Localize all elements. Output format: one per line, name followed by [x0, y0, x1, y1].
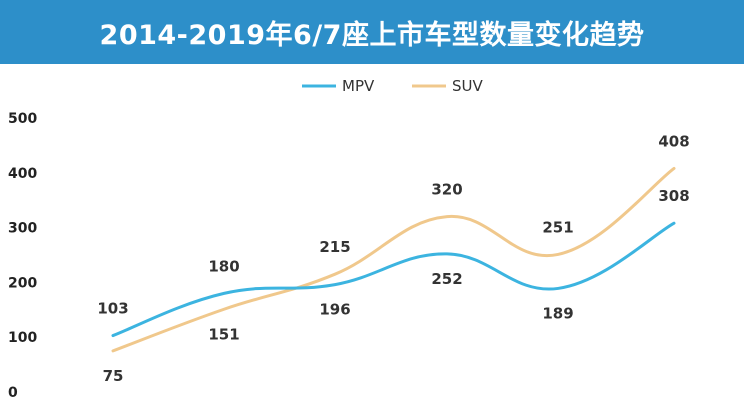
- legend: MPV SUV: [302, 77, 484, 95]
- data-label-suv: 151: [208, 325, 239, 343]
- data-label-mpv: 308: [658, 187, 689, 205]
- data-label-mpv: 189: [542, 304, 573, 322]
- data-label-mpv: 103: [97, 300, 128, 318]
- chart-title: 2014-2019年6/7座上市车型数量变化趋势: [99, 19, 645, 51]
- y-tick-label: 0: [8, 385, 18, 401]
- series-line-mpv: [111, 221, 676, 338]
- legend-label-mpv: MPV: [342, 77, 375, 95]
- y-tick-label: 400: [8, 166, 37, 182]
- data-label-suv: 251: [542, 218, 573, 236]
- data-label-mpv: 196: [319, 301, 350, 319]
- data-label-mpv: 252: [431, 270, 462, 288]
- data-label-suv: 408: [658, 132, 689, 150]
- y-axis: 0 100 200 300 400 500: [8, 111, 37, 401]
- y-tick-label: 500: [8, 111, 37, 127]
- line-chart: 0 100 200 300 400 500 103 180 196 252 189 308 75 151…: [8, 77, 690, 401]
- y-tick-label: 300: [8, 221, 37, 237]
- data-label-suv: 215: [319, 238, 350, 256]
- series-line-suv: [111, 166, 676, 353]
- series-lines: [111, 166, 676, 353]
- y-tick-label: 100: [8, 330, 37, 346]
- data-labels: 103 180 196 252 189 308 75 151 215 320 251 408: [97, 132, 689, 384]
- data-label-suv: 75: [103, 367, 124, 385]
- title-bar: 2014-2019年6/7座上市车型数量变化趋势: [0, 0, 744, 64]
- data-label-mpv: 180: [208, 257, 239, 275]
- legend-label-suv: SUV: [452, 77, 484, 95]
- data-label-suv: 320: [431, 181, 462, 199]
- y-tick-label: 200: [8, 275, 37, 291]
